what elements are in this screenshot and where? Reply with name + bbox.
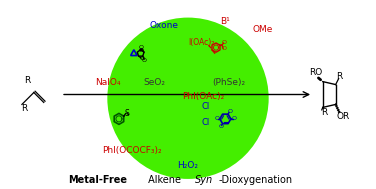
Text: O: O — [214, 116, 219, 121]
Text: O: O — [218, 124, 223, 129]
Text: O: O — [222, 46, 227, 51]
Text: O: O — [138, 48, 143, 53]
Text: OMe: OMe — [252, 25, 273, 34]
Text: R: R — [21, 104, 27, 113]
Text: O: O — [139, 45, 144, 50]
Text: R: R — [337, 72, 343, 81]
Text: O: O — [227, 109, 232, 114]
Text: PhI(OAc)₂: PhI(OAc)₂ — [182, 92, 224, 101]
Text: SeO₂: SeO₂ — [143, 78, 165, 87]
Text: Oxone: Oxone — [149, 21, 178, 30]
Text: H₂O₂: H₂O₂ — [177, 161, 199, 170]
Text: NaIO₄: NaIO₄ — [95, 78, 120, 87]
Text: (PhSe)₂: (PhSe)₂ — [212, 78, 246, 87]
Text: R: R — [24, 76, 30, 85]
Text: O: O — [139, 56, 145, 61]
Text: I(OAc)₂: I(OAc)₂ — [188, 38, 214, 47]
Text: -Dioxygenation: -Dioxygenation — [218, 175, 293, 184]
Text: O: O — [232, 116, 237, 121]
Text: R: R — [321, 108, 327, 117]
Text: OR: OR — [337, 112, 350, 121]
Text: Syn: Syn — [195, 175, 213, 184]
Text: Alkene: Alkene — [145, 175, 184, 184]
Text: RO: RO — [309, 68, 323, 77]
Text: Metal-Free: Metal-Free — [68, 175, 127, 184]
Circle shape — [107, 18, 269, 179]
Text: B¹: B¹ — [220, 17, 230, 26]
Text: Cl: Cl — [202, 118, 210, 127]
Text: PhI(OCOCF₃)₂: PhI(OCOCF₃)₂ — [102, 146, 162, 155]
Text: S: S — [124, 108, 129, 118]
Text: O: O — [142, 58, 147, 63]
Text: O: O — [221, 40, 226, 45]
Text: Cl: Cl — [202, 102, 210, 111]
